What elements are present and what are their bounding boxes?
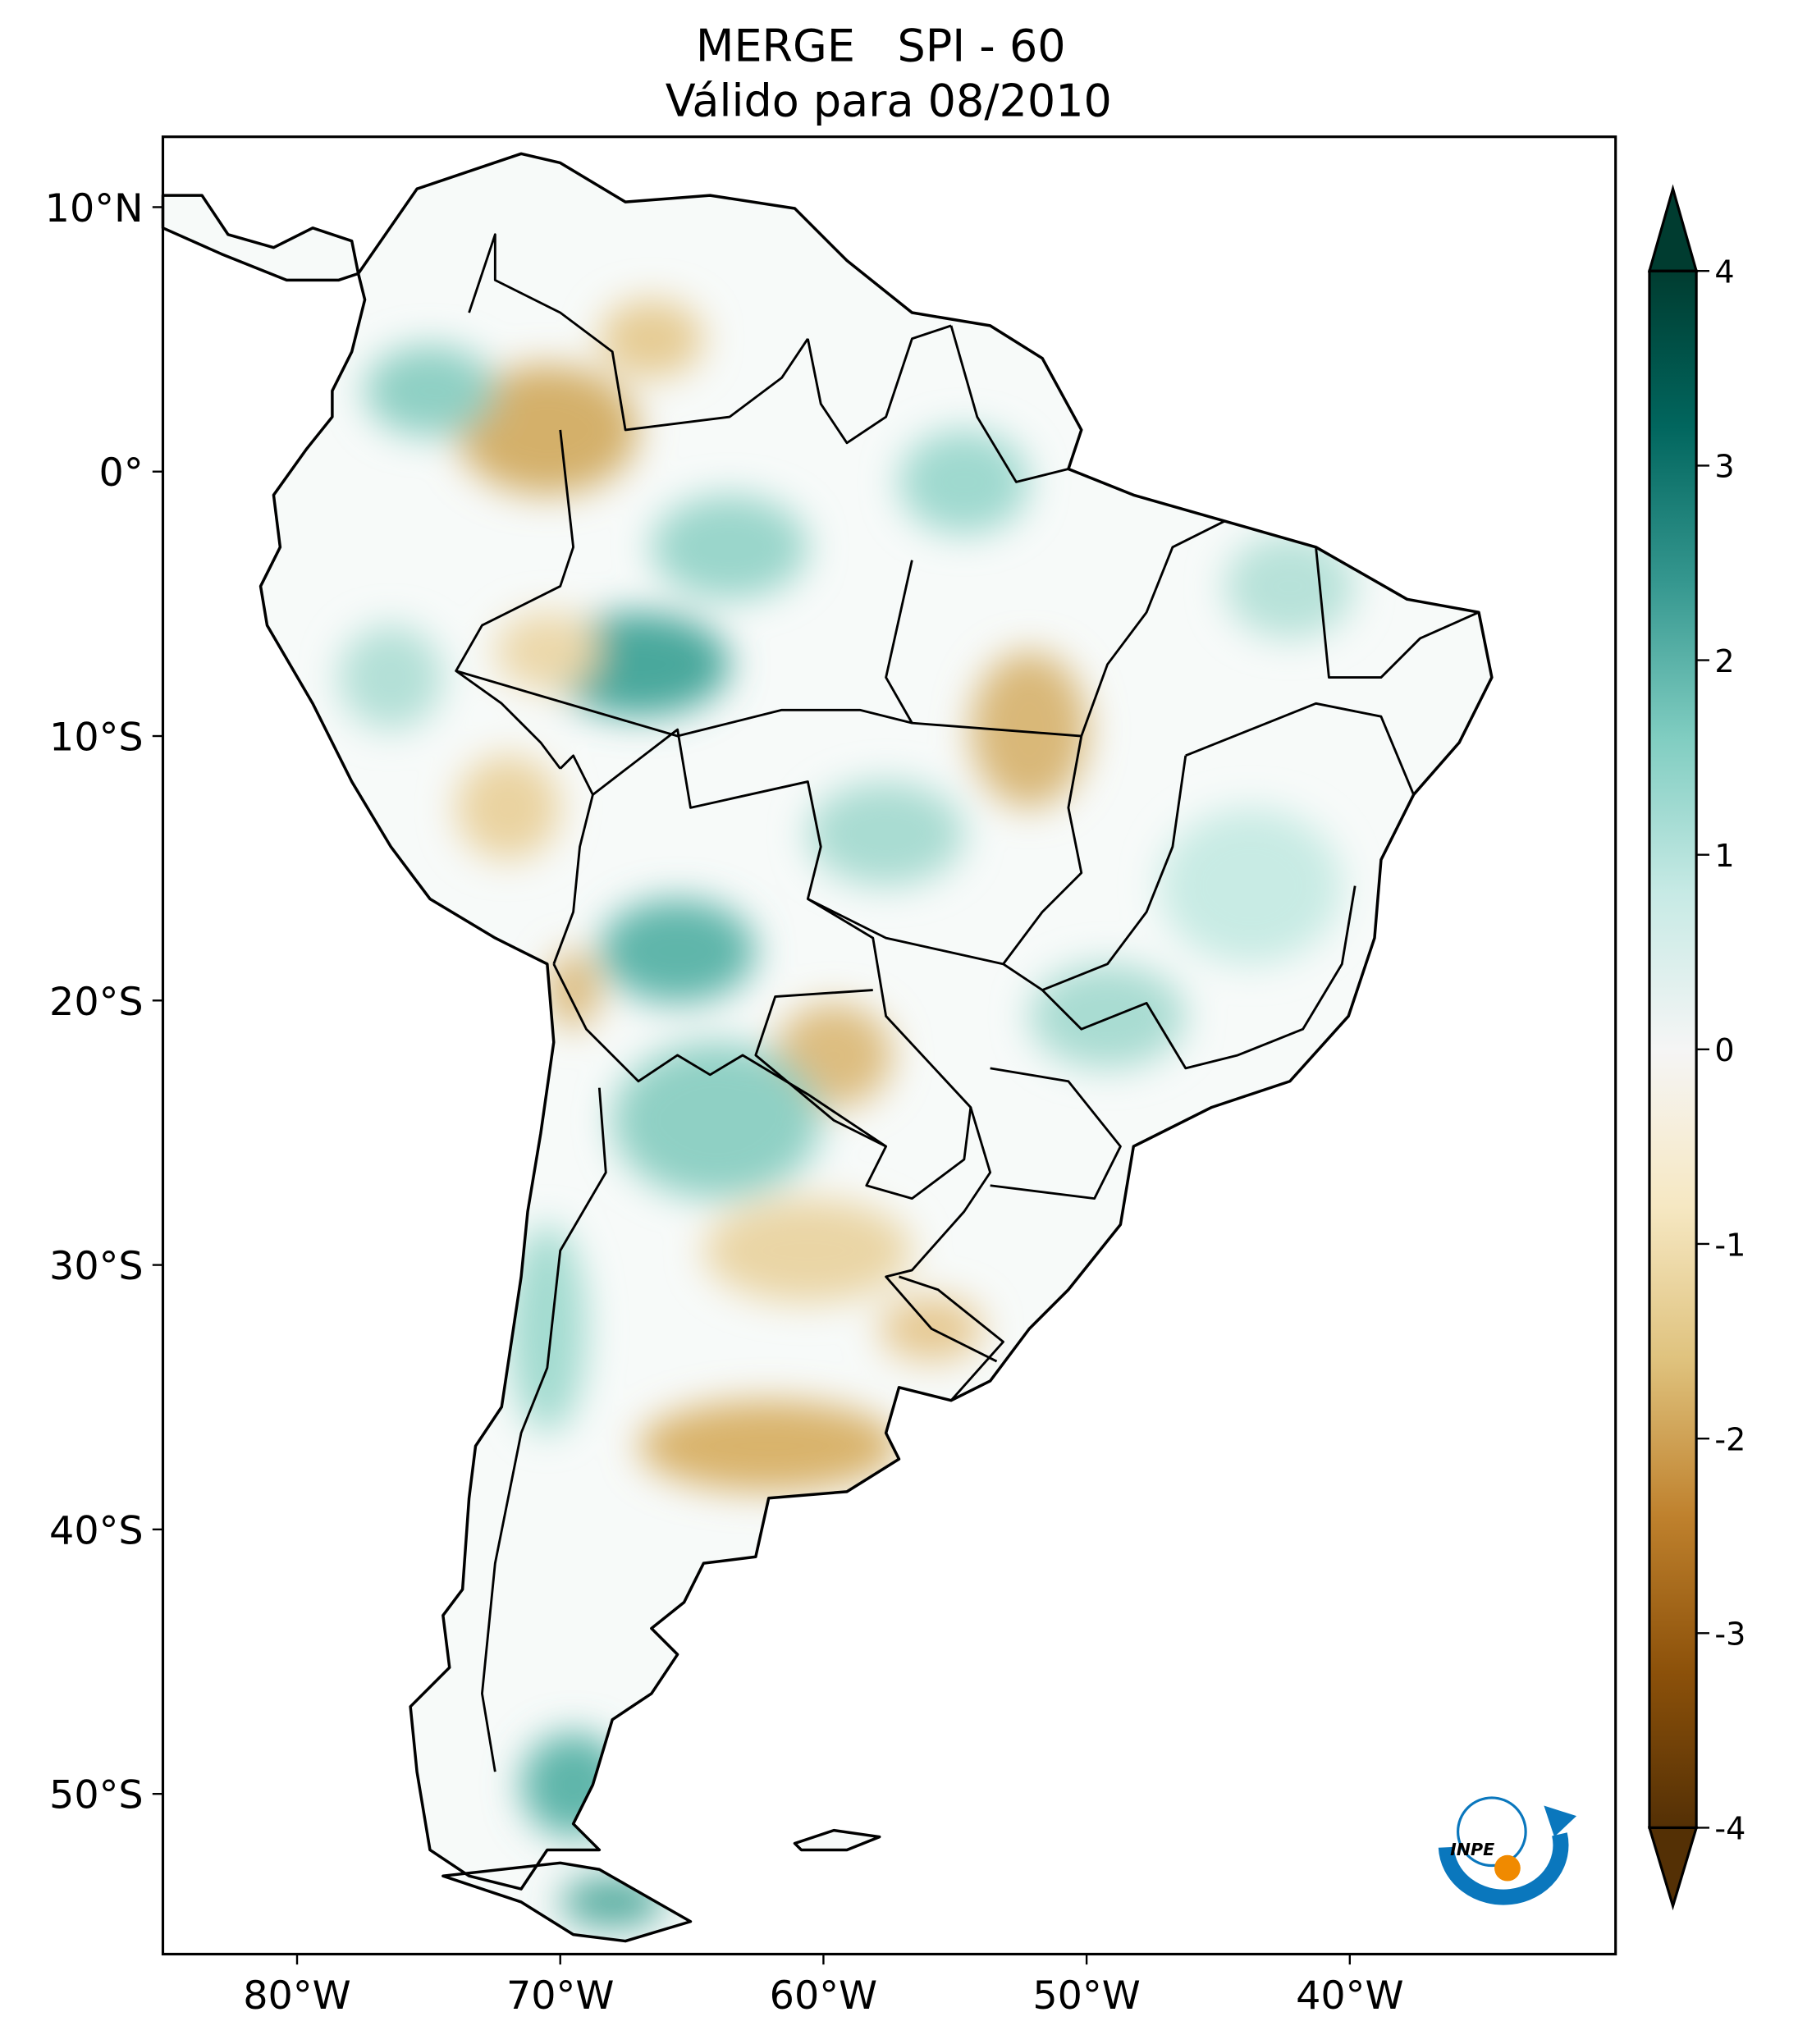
colorbar-tick-label: -2	[1714, 1421, 1745, 1457]
spi-anomaly-patch	[547, 950, 600, 1030]
spi-anomaly-patch	[495, 612, 600, 691]
spi-anomaly-patch	[599, 300, 704, 378]
border-line	[455, 429, 575, 770]
border-line	[1185, 702, 1415, 796]
spi-anomaly-patch	[807, 781, 964, 886]
spi-anomaly-patch	[364, 345, 496, 437]
mainland-coast	[258, 152, 1494, 1891]
panama-coast	[161, 194, 360, 282]
map-title: MERGE SPI - 60	[696, 21, 1066, 72]
spi-anomaly-patch	[1160, 807, 1343, 964]
colorbar-tick-label: -3	[1714, 1616, 1745, 1653]
border-line	[481, 1087, 607, 1772]
spi-anomaly-patch	[1029, 963, 1186, 1068]
colorbar-tick-label: 2	[1714, 643, 1734, 679]
border-line	[592, 728, 1043, 991]
border-line	[899, 1275, 1004, 1402]
colorbar-extend-max	[1647, 184, 1699, 272]
border-line	[949, 325, 1069, 483]
colorbar-tick-label: 4	[1714, 254, 1734, 290]
border-line	[806, 324, 952, 445]
y-tick-label: 10°N	[45, 186, 144, 231]
country-state-borders	[455, 233, 1480, 1772]
colorbar-tick-label: 3	[1714, 449, 1734, 485]
border-line	[552, 963, 887, 1148]
y-tick-label: 0°	[99, 450, 144, 496]
logo-orbit	[1457, 1796, 1527, 1868]
x-axis: 80°W 70°W 60°W 50°W 40°W	[243, 1954, 1404, 2019]
map-frame	[161, 135, 1617, 1956]
logo-orange-dot	[1494, 1854, 1521, 1882]
coastlines	[161, 152, 1494, 1943]
falklands-coast	[793, 1828, 881, 1852]
border-line	[885, 560, 913, 724]
colorbar-gradient	[1649, 271, 1697, 1828]
border-line	[885, 1107, 998, 1363]
spi-anomaly-patch	[612, 1042, 821, 1199]
y-tick-label: 50°S	[49, 1773, 144, 1818]
colorbar-extend-min	[1647, 1826, 1699, 1911]
spi-anomaly-patch	[338, 625, 443, 730]
colorbar-tick-label: 0	[1714, 1032, 1734, 1068]
logo-text: INPE	[1450, 1840, 1494, 1859]
border-line	[455, 670, 1082, 738]
spi-anomaly-patch	[899, 429, 1030, 534]
spi-anomaly-patch	[651, 495, 808, 600]
y-tick-label: 20°S	[49, 980, 144, 1025]
y-tick-label: 40°S	[49, 1508, 144, 1553]
x-tick-label: 50°W	[1032, 1973, 1140, 2019]
spi-anomaly-patch	[508, 1224, 587, 1434]
x-tick-label: 80°W	[243, 1973, 350, 2019]
map-subtitle: Válido para 08/2010	[666, 75, 1112, 126]
tierra-del-fuego-coast	[441, 1861, 693, 1943]
inpe-logo: INPE	[1438, 1796, 1577, 1905]
map-area: 80°W 70°W 60°W 50°W 40°W 10°N 0° 10°S 20°S 30°S 4…	[45, 135, 1617, 2019]
logo-arrow-arc	[1438, 1832, 1569, 1905]
border-line	[1080, 519, 1226, 737]
colorbar-tick-label: -1	[1714, 1227, 1745, 1263]
logo-arrow-head	[1544, 1805, 1577, 1837]
x-tick-label: 40°W	[1296, 1973, 1403, 2019]
border-line	[1002, 735, 1083, 965]
colorbar: 4 3 2 1 0 -1 -2 -3 -4	[1647, 184, 1745, 1911]
spi-anomaly-patch	[455, 364, 638, 496]
y-axis: 10°N 0° 10°S 20°S 30°S 40°S 50°S	[45, 186, 163, 1818]
border-line	[468, 233, 809, 432]
y-tick-label: 10°S	[49, 715, 144, 760]
x-tick-label: 70°W	[506, 1973, 614, 2019]
border-line	[990, 1067, 1122, 1200]
colorbar-tick-label: 1	[1714, 838, 1734, 874]
colorbar-tick-label: -4	[1714, 1811, 1745, 1847]
spi-anomaly-patch	[638, 1400, 899, 1492]
spi-anomaly-patch	[599, 899, 756, 1004]
spi-anomaly-patch	[455, 755, 560, 860]
y-tick-label: 30°S	[49, 1244, 144, 1289]
border-line	[1041, 755, 1357, 1070]
border-line	[552, 754, 594, 965]
border-line	[1315, 546, 1480, 679]
border-line	[754, 898, 972, 1200]
spi-anomaly-patch	[970, 651, 1088, 808]
x-tick-label: 60°W	[770, 1973, 877, 2019]
spi-anomaly-patch	[703, 1198, 913, 1303]
